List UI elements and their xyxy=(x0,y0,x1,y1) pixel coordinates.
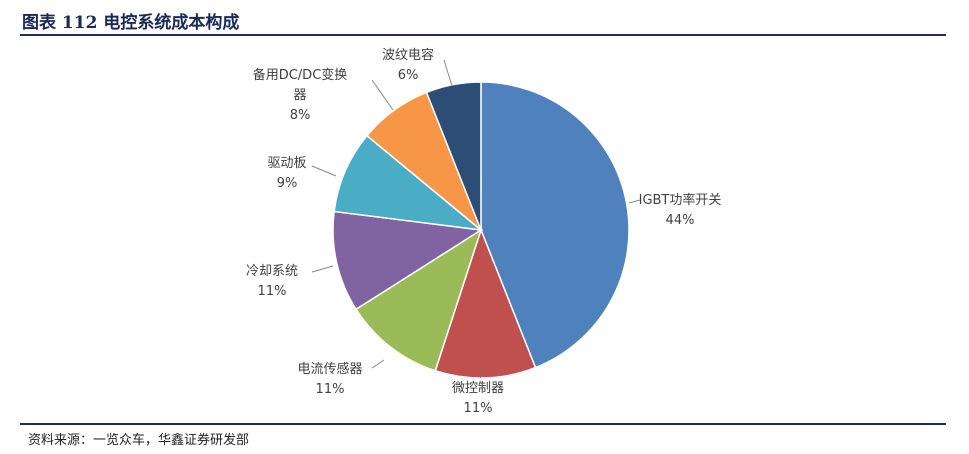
pie-slice xyxy=(355,228,483,372)
slice-category-label: 器 xyxy=(293,88,306,103)
slice-percent-label: 9% xyxy=(277,176,298,191)
slice-percent-label: 6% xyxy=(398,68,419,83)
slice-percent-label: 8% xyxy=(290,108,311,123)
leader-line xyxy=(371,359,385,369)
figure-title: 图表 112 电控系统成本构成 xyxy=(22,13,240,33)
footer-divider xyxy=(20,423,946,425)
pie-slice xyxy=(425,81,482,231)
slice-percent-label: 44% xyxy=(666,213,695,228)
leader-line xyxy=(371,79,394,111)
leader-line xyxy=(628,199,641,204)
slice-category-label: 驱动板 xyxy=(267,156,306,171)
slice-percent-label: 11% xyxy=(316,382,345,397)
slice-category-label: 冷却系统 xyxy=(246,264,298,279)
slice-percent-label: 11% xyxy=(464,401,493,416)
slice-category-label: IGBT功率开关 xyxy=(639,192,722,208)
pie-slice xyxy=(434,227,537,379)
pie-slice xyxy=(480,81,630,369)
leader-line xyxy=(311,265,334,273)
pie-slice xyxy=(332,210,484,311)
slice-category-label: 备用DC/DC变换 xyxy=(253,67,348,83)
source-note: 资料来源：一览众车，华鑫证券研发部 xyxy=(28,433,250,448)
title-divider xyxy=(20,34,946,36)
leader-line xyxy=(479,375,483,379)
leader-line xyxy=(443,59,453,87)
pie-slice xyxy=(333,134,484,232)
slice-category-label: 电流传感器 xyxy=(297,361,362,377)
slice-percent-label: 11% xyxy=(258,284,287,299)
slice-category-label: 微控制器 xyxy=(452,381,504,396)
slice-category-label: 波纹电容 xyxy=(382,47,434,63)
leader-line xyxy=(311,165,337,177)
